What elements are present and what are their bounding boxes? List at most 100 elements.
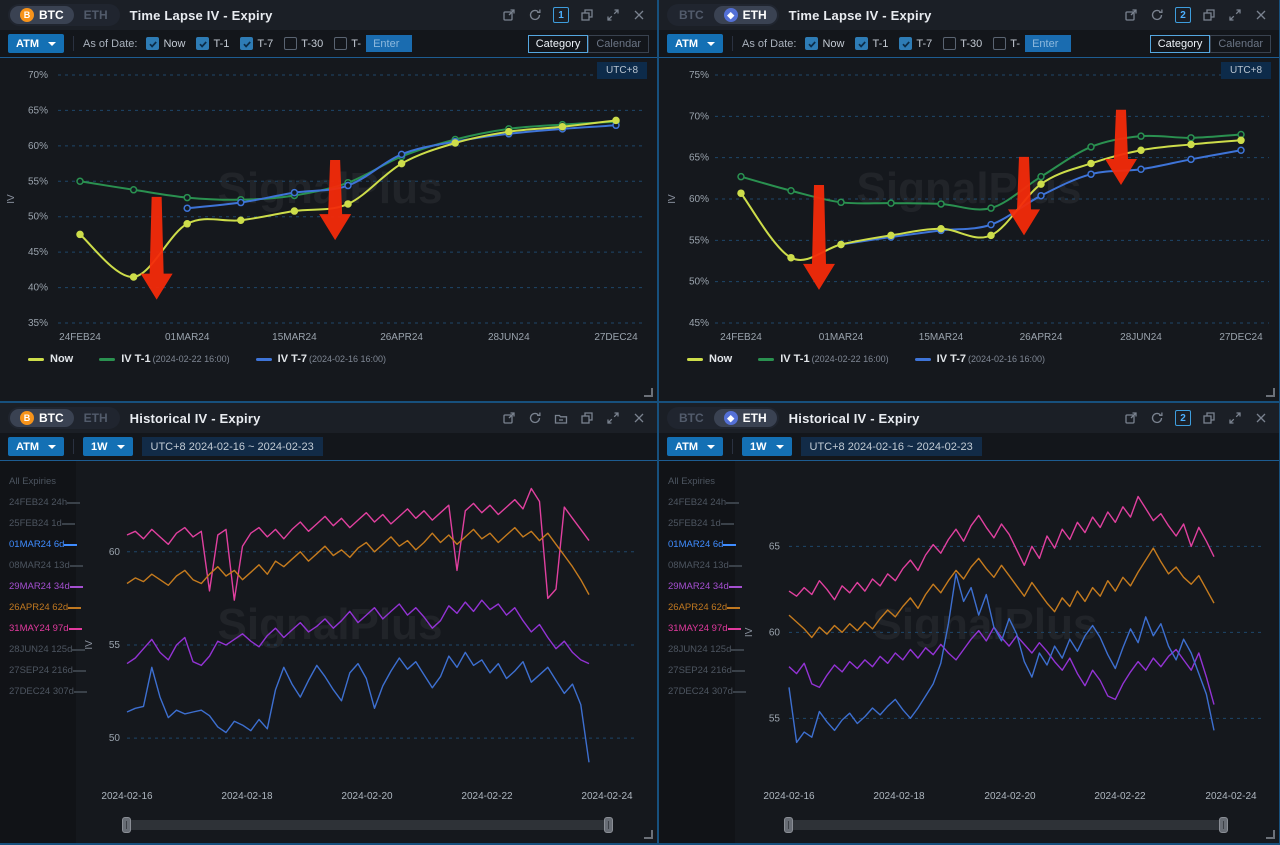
checkbox-now[interactable]: Now [805,37,844,50]
checkbox-box[interactable] [146,37,160,50]
close-icon[interactable] [631,7,647,23]
expiry-item[interactable]: 28JUN24 125d [659,639,745,660]
historical-chart[interactable]: SignalPlus 50 55 60 2024-02-16 2024-02-18 2024… [76,461,657,843]
checkbox-t[interactable]: T- [334,37,361,50]
expiry-item[interactable]: 26APR24 62d [659,597,741,618]
checkbox-t7[interactable]: T-7 [240,37,273,50]
close-icon[interactable] [1253,7,1269,23]
open-new-window-icon[interactable] [501,410,517,426]
coin-tab-btc[interactable]: BTC [669,409,714,427]
historical-chart[interactable]: SignalPlus 55 60 65 2024-02-16 2024-02-18 2024… [735,461,1279,843]
category-button[interactable]: Category [1149,34,1211,53]
fullscreen-icon[interactable] [605,7,621,23]
coin-tab-eth[interactable]: ETH [74,409,118,427]
t-custom-input[interactable]: Enter [366,35,413,52]
expiry-item[interactable]: 31MAY24 97d [659,618,741,639]
legend-item[interactable]: Now [687,353,732,365]
strike-select[interactable]: ATM [667,34,724,53]
calendar-button[interactable]: Calendar [588,34,649,53]
resize-handle[interactable] [644,830,653,839]
legend-item[interactable]: Now [28,353,73,365]
refresh-icon[interactable] [527,410,543,426]
slider-handle-left[interactable] [784,817,793,833]
refresh-icon[interactable] [1149,410,1165,426]
strike-select[interactable]: ATM [8,34,65,53]
expiry-item[interactable]: 27SEP24 216d [659,660,745,681]
expiry-item[interactable]: All Expiries [0,471,76,492]
legend-item[interactable]: IV T-7 (2024-02-16 16:00) [255,353,386,365]
layout-number-badge[interactable]: 1 [553,7,569,23]
fullscreen-icon[interactable] [1227,7,1243,23]
expiry-item[interactable]: 29MAR24 34d [0,576,83,597]
timelapse-chart[interactable]: SignalPlus35%40%45%50%55%60%65%70%24FEB2… [0,58,657,350]
expiry-item[interactable]: All Expiries [659,471,735,492]
checkbox-box[interactable] [993,37,1007,50]
checkbox-box[interactable] [240,37,254,50]
timelapse-chart[interactable]: SignalPlus 45% 50% 55% 60% 65% 70% 75% 24FEB24 01… [659,58,1279,350]
checkbox-box[interactable] [334,37,348,50]
open-new-window-icon[interactable] [1123,410,1139,426]
expiry-item[interactable]: 25FEB24 1d [0,513,76,534]
folder-icon[interactable] [553,410,569,426]
checkbox-box[interactable] [943,37,957,50]
checkbox-box[interactable] [899,37,913,50]
expiry-item[interactable]: 01MAR24 6d [659,534,737,555]
checkbox-t30[interactable]: T-30 [284,37,323,50]
coin-tab-btc[interactable]: BTC [669,6,714,24]
checkbox-t30[interactable]: T-30 [943,37,982,50]
expiry-item[interactable]: 01MAR24 6d [0,534,78,555]
resize-handle[interactable] [1266,388,1275,397]
checkbox-box[interactable] [855,37,869,50]
expiry-item[interactable]: 29MAR24 34d [659,576,742,597]
fullscreen-icon[interactable] [1227,410,1243,426]
fullscreen-icon[interactable] [605,410,621,426]
close-icon[interactable] [1253,410,1269,426]
open-new-window-icon[interactable] [501,7,517,23]
coin-tab-eth[interactable]: ETH [74,6,118,24]
time-range-slider[interactable] [784,817,1228,833]
legend-item[interactable]: IV T-1 (2024-02-22 16:00) [99,353,230,365]
period-select[interactable]: 1W [742,437,792,456]
checkbox-box[interactable] [284,37,298,50]
checkbox-t7[interactable]: T-7 [899,37,932,50]
checkbox-t[interactable]: T- [993,37,1020,50]
duplicate-icon[interactable] [1201,7,1217,23]
expiry-item[interactable]: 27SEP24 216d [0,660,86,681]
strike-select[interactable]: ATM [8,437,65,456]
coin-tab-btc[interactable]: B BTC [10,6,74,24]
expiry-item[interactable]: 27DEC24 307d [659,681,746,702]
duplicate-icon[interactable] [1201,410,1217,426]
refresh-icon[interactable] [1149,7,1165,23]
category-button[interactable]: Category [527,34,589,53]
checkbox-now[interactable]: Now [146,37,185,50]
expiry-item[interactable]: 08MAR24 13d [659,555,742,576]
checkbox-box[interactable] [805,37,819,50]
expiry-item[interactable]: 08MAR24 13d [0,555,83,576]
expiry-item[interactable]: 31MAY24 97d [0,618,82,639]
strike-select[interactable]: ATM [667,437,724,456]
open-new-window-icon[interactable] [1123,7,1139,23]
close-icon[interactable] [631,410,647,426]
slider-handle-left[interactable] [122,817,131,833]
period-select[interactable]: 1W [83,437,133,456]
legend-item[interactable]: IV T-1 (2024-02-22 16:00) [758,353,889,365]
slider-handle-right[interactable] [604,817,613,833]
layout-number-badge[interactable]: 2 [1175,7,1191,23]
duplicate-icon[interactable] [579,410,595,426]
coin-tab-btc[interactable]: B BTC [10,409,74,427]
calendar-button[interactable]: Calendar [1210,34,1271,53]
expiry-item[interactable]: 24FEB24 24h [659,492,740,513]
refresh-icon[interactable] [527,7,543,23]
coin-tab-eth[interactable]: ◆ ETH [713,6,777,24]
resize-handle[interactable] [644,388,653,397]
expiry-item[interactable]: 24FEB24 24h [0,492,81,513]
resize-handle[interactable] [1266,830,1275,839]
layout-number-badge[interactable]: 2 [1175,410,1191,426]
expiry-item[interactable]: 27DEC24 307d [0,681,87,702]
expiry-item[interactable]: 25FEB24 1d [659,513,735,534]
coin-tab-eth[interactable]: ◆ ETH [713,409,777,427]
duplicate-icon[interactable] [579,7,595,23]
expiry-item[interactable]: 28JUN24 125d [0,639,86,660]
checkbox-t1[interactable]: T-1 [196,37,229,50]
checkbox-box[interactable] [196,37,210,50]
